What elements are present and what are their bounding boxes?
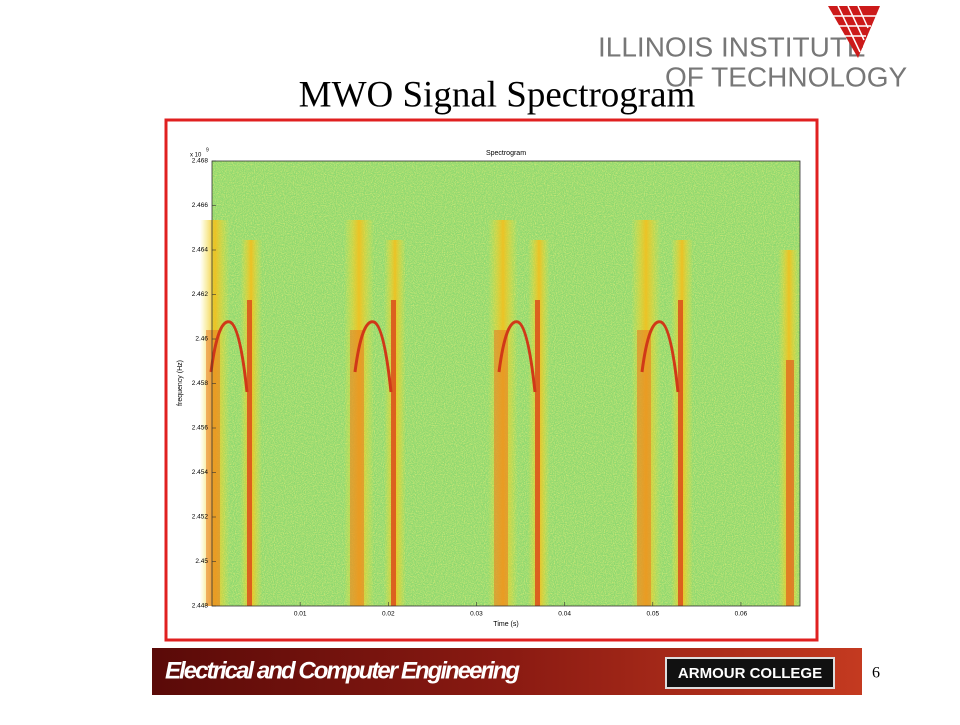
x-tick-label: 0.01 xyxy=(294,611,307,618)
x-tick-label: 0.04 xyxy=(558,611,571,618)
spectrogram-image xyxy=(200,160,801,606)
y-tick-label: 2.466 xyxy=(192,202,209,209)
y-tick-label: 2.45 xyxy=(195,558,208,565)
x-axis-label: Time (s) xyxy=(493,621,518,628)
y-tick-label: 2.458 xyxy=(192,380,209,387)
y-tick-label: 2.468 xyxy=(192,158,209,165)
y-offset-exponent: 9 xyxy=(206,147,209,153)
y-tick-label: 2.452 xyxy=(192,514,209,521)
y-tick-label: 2.454 xyxy=(192,469,209,476)
y-tick-label: 2.448 xyxy=(192,603,209,610)
axes: 2.448 2.45 2.452 2.454 2.456 2.458 2.46 2.462 2.… xyxy=(192,158,748,618)
page-number: 6 xyxy=(872,665,880,682)
slide-title: MWO Signal Spectrogram xyxy=(299,74,696,115)
chart-title: Spectrogram xyxy=(486,150,526,157)
logo-text: OF TECHNOLOGY xyxy=(665,61,908,92)
y-offset: x 10 xyxy=(190,153,202,159)
footer-college: ARMOUR COLLEGE xyxy=(678,665,822,682)
x-tick-label: 0.03 xyxy=(470,611,483,618)
logo-text: ILLINOIS INSTITUTE xyxy=(598,31,866,62)
y-tick-label: 2.464 xyxy=(192,247,209,254)
x-tick-label: 0.05 xyxy=(646,611,659,618)
college-box xyxy=(665,657,835,689)
y-tick-label: 2.462 xyxy=(192,291,209,298)
y-tick-label: 2.46 xyxy=(195,336,208,343)
logo-mark xyxy=(828,5,880,58)
y-tick-label: 2.456 xyxy=(192,425,209,432)
y-axis-label: frequency (Hz) xyxy=(177,360,184,406)
x-tick-label: 0.02 xyxy=(382,611,395,618)
footer-department: Electrical and Computer Engineering xyxy=(165,657,520,684)
x-tick-label: 0.06 xyxy=(735,611,748,618)
